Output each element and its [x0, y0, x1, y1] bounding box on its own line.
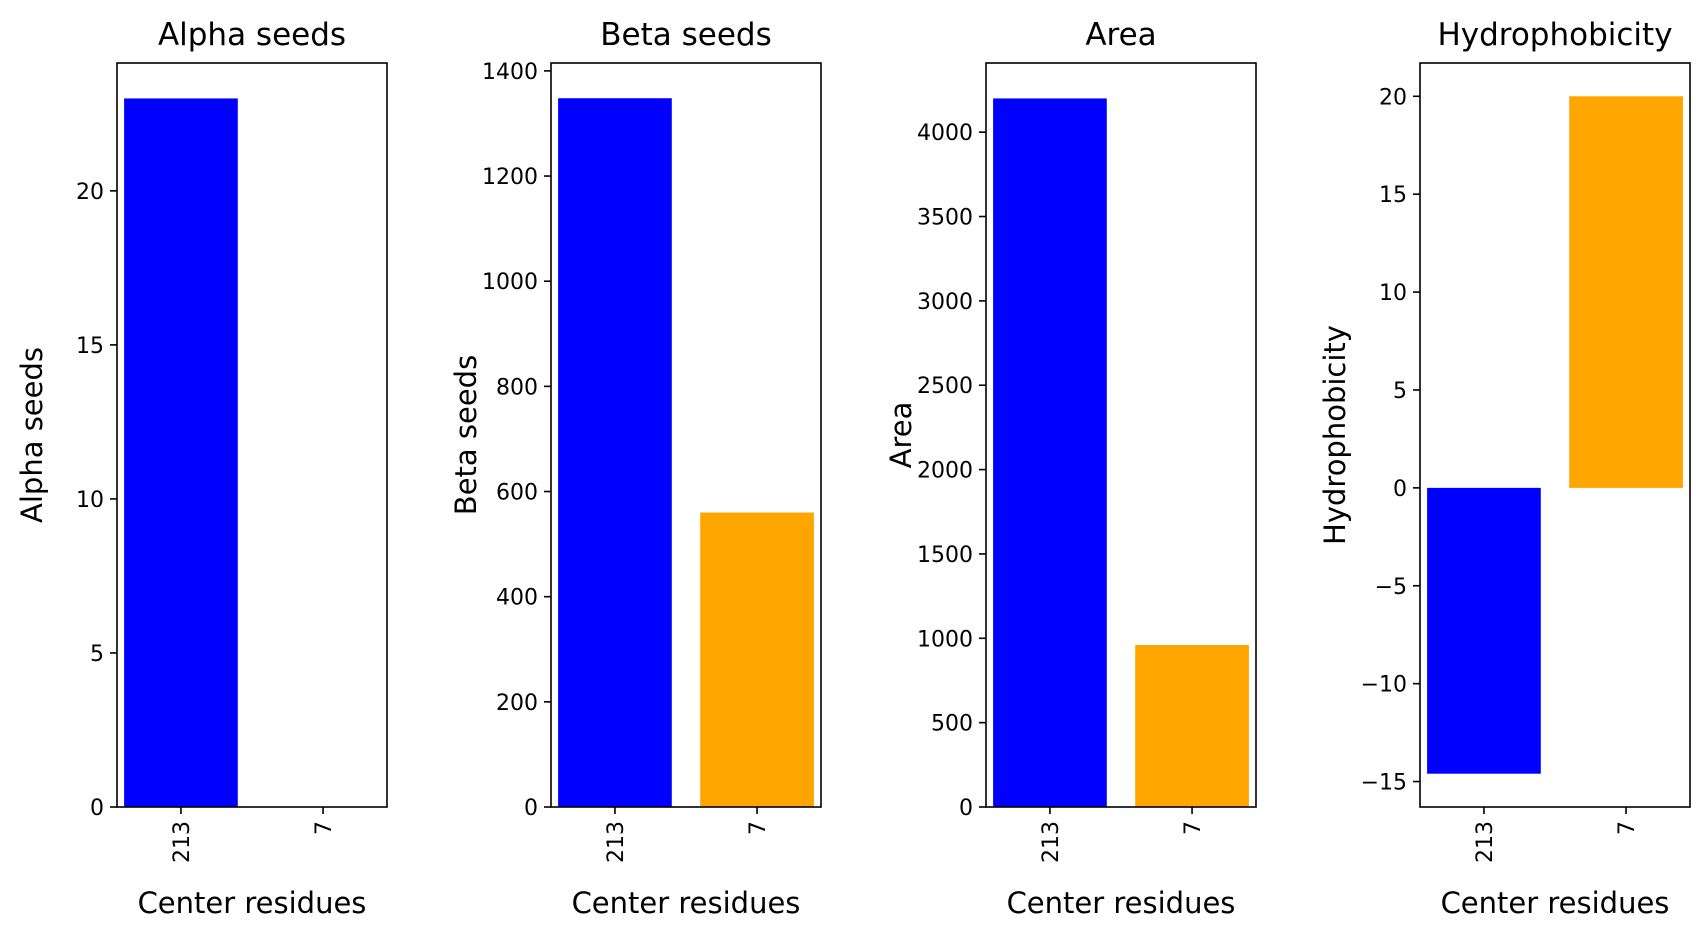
y-tick-label: 3500 — [917, 206, 973, 231]
y-tick-label: 2000 — [917, 459, 973, 484]
panel-title: Alpha seeds — [158, 17, 346, 53]
x-axis-label: Center residues — [1007, 886, 1236, 920]
y-tick-label: 500 — [931, 712, 973, 737]
y-tick-label: −5 — [1375, 575, 1407, 600]
bar-7 — [1135, 645, 1249, 807]
y-axis-label: Beta seeds — [449, 355, 483, 515]
x-axis-label: Center residues — [1441, 886, 1670, 920]
y-tick-label: 600 — [496, 481, 538, 506]
y-tick-label: 2500 — [917, 374, 973, 399]
y-tick-label: 4000 — [917, 121, 973, 146]
y-tick-label: 0 — [524, 796, 538, 821]
y-tick-label: 20 — [76, 180, 104, 205]
y-tick-label: 800 — [496, 375, 538, 400]
y-tick-label: 1500 — [917, 543, 973, 568]
bar-213 — [124, 98, 238, 807]
x-tick-label: 213 — [604, 821, 629, 863]
y-tick-label: −10 — [1361, 673, 1407, 698]
axes-frame — [550, 62, 822, 808]
beta-seeds-panel: 0 200 400 600 800 1000 1200 1400 213 7 Beta seeds C… — [449, 17, 822, 920]
y-axis-label: Alpha seeds — [15, 347, 49, 523]
bar-213 — [993, 98, 1107, 807]
axes-frame — [985, 62, 1257, 808]
bar-7 — [700, 512, 814, 807]
y-tick-label: 5 — [1393, 379, 1407, 404]
y-axis-label: Area — [884, 402, 918, 469]
area-panel: 0 500 1000 1500 2000 2500 3000 3500 4000 213 7 Area… — [884, 17, 1257, 920]
y-tick-label: 20 — [1379, 85, 1407, 110]
bar-213 — [1427, 487, 1541, 774]
hydrophobicity-panel: −15 −10 −5 0 5 10 15 20 213 7 Hydrophobicity Center… — [1318, 17, 1691, 920]
y-tick-label: 10 — [76, 488, 104, 513]
y-tick-label: 5 — [90, 642, 104, 667]
y-tick-label: 15 — [76, 334, 104, 359]
panel-title: Hydrophobicity — [1437, 17, 1672, 53]
x-axis-label: Center residues — [138, 886, 367, 920]
y-tick-label: 15 — [1379, 183, 1407, 208]
y-tick-label: 0 — [959, 796, 973, 821]
x-tick-label: 213 — [1039, 821, 1064, 863]
y-axis-label: Hydrophobicity — [1318, 325, 1352, 545]
y-tick-label: 3000 — [917, 290, 973, 315]
axes-frame — [1419, 62, 1691, 808]
y-tick-label: 1000 — [482, 270, 538, 295]
bar-213 — [558, 98, 672, 807]
y-tick-label: 400 — [496, 586, 538, 611]
panel-title: Beta seeds — [600, 17, 771, 53]
x-tick-label: 7 — [1181, 821, 1206, 835]
y-tick-label: 200 — [496, 691, 538, 716]
y-tick-label: 1400 — [482, 60, 538, 85]
x-tick-label: 213 — [170, 821, 195, 863]
x-tick-label: 7 — [312, 821, 337, 835]
panel-title: Area — [1085, 17, 1156, 53]
x-axis-label: Center residues — [572, 886, 801, 920]
axes-frame — [116, 62, 388, 808]
x-tick-label: 213 — [1473, 821, 1498, 863]
bar-7 — [1569, 96, 1683, 488]
y-tick-label: 1200 — [482, 165, 538, 190]
y-tick-label: 10 — [1379, 281, 1407, 306]
alpha-seeds-panel: 0 5 10 15 20 213 7 Alpha seeds Center residues Al… — [15, 17, 388, 920]
y-tick-label: −15 — [1361, 771, 1407, 796]
y-tick-label: 0 — [90, 796, 104, 821]
y-tick-label: 0 — [1393, 477, 1407, 502]
x-tick-label: 7 — [1615, 821, 1640, 835]
y-tick-label: 1000 — [917, 627, 973, 652]
x-tick-label: 7 — [746, 821, 771, 835]
